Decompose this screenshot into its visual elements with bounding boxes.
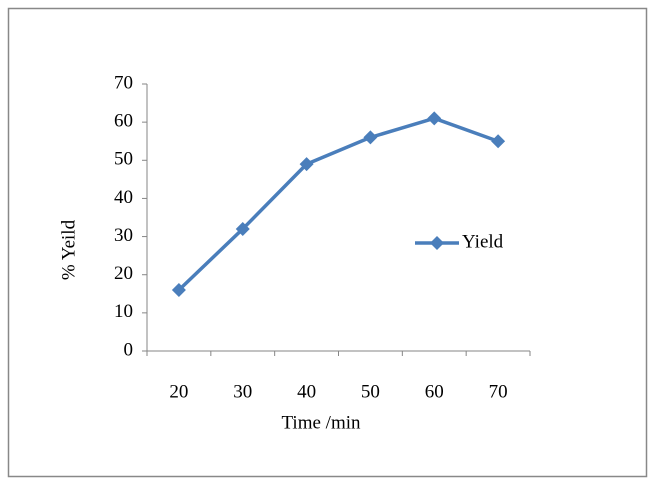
x-axis-label: Time /min — [281, 412, 361, 433]
legend-marker — [430, 236, 444, 250]
y-tick-label: 0 — [124, 339, 134, 360]
y-tick-label: 50 — [114, 149, 133, 170]
y-tick-label: 70 — [114, 72, 133, 93]
point-marker — [171, 282, 186, 297]
y-tick-label: 40 — [114, 187, 133, 208]
x-tick-label: 70 — [489, 381, 508, 402]
legend-label: Yield — [462, 231, 504, 252]
point-marker — [299, 157, 314, 172]
y-tick-label: 60 — [114, 111, 133, 132]
point-marker — [363, 130, 378, 145]
x-tick-label: 50 — [361, 381, 380, 402]
x-tick-label: 60 — [425, 381, 444, 402]
y-tick-label: 20 — [114, 263, 133, 284]
series-line — [177, 116, 499, 292]
y-tick-label: 30 — [114, 225, 133, 246]
y-tick-label: 10 — [114, 301, 133, 322]
chart-frame — [7, 7, 648, 478]
point-marker — [427, 111, 442, 126]
point-marker — [491, 134, 506, 149]
point-marker — [235, 221, 250, 236]
x-tick-label: 30 — [233, 381, 252, 402]
x-tick-label: 20 — [169, 381, 188, 402]
x-tick-label: 40 — [297, 381, 316, 402]
y-axis-label: % Yeild — [58, 219, 79, 280]
